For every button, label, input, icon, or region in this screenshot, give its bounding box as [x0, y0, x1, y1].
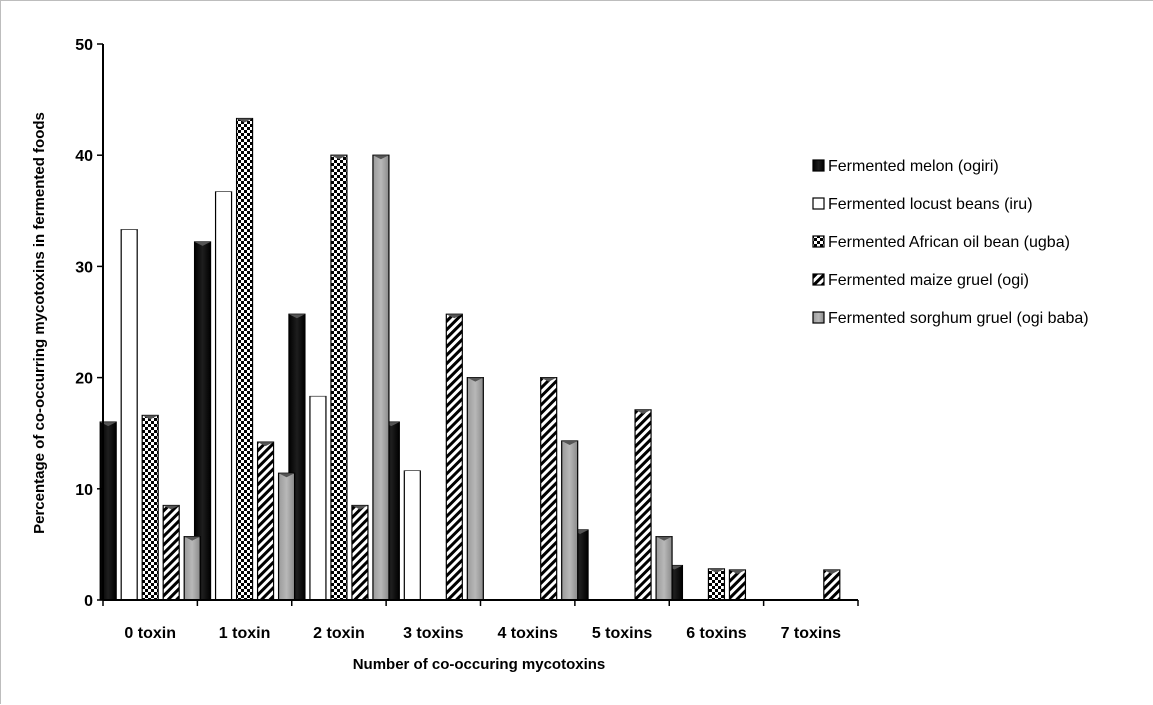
y-tick-label: 20 [75, 371, 93, 388]
bar-gray-3 [466, 377, 484, 601]
bar-checker-0 [141, 414, 159, 601]
bar-cap [194, 241, 211, 246]
bar-cap [100, 422, 117, 427]
bar-checker-2 [330, 154, 348, 601]
bar-white-3 [403, 470, 421, 601]
legend-swatch [812, 311, 825, 324]
x-ticks-group: 0 toxin 1 toxin 2 toxin 3 toxins 4 toxins 5 t… [102, 600, 859, 642]
bar-cap [121, 229, 138, 234]
x-tick-label: 0 toxin [124, 625, 176, 642]
bars-group [99, 117, 841, 601]
bar-cap [540, 377, 557, 382]
bar-diagonal-2 [351, 504, 369, 601]
y-axis-title: Percentage of co-occurring mycotoxins in… [31, 112, 48, 534]
x-tick-label: 5 toxins [592, 625, 653, 642]
bar-cap [635, 409, 652, 414]
bar-cap [236, 118, 253, 123]
bar-cap [184, 536, 201, 541]
legend-swatch [812, 273, 825, 286]
bar-diagonal-3 [445, 313, 463, 601]
bar-cap [288, 314, 305, 319]
bar-gray-5 [655, 536, 673, 601]
bar-gray-0 [183, 536, 201, 601]
bar-cap [351, 505, 368, 510]
bar-diagonal-4 [540, 377, 558, 601]
y-ticks-group: 0 10 20 30 40 50 [75, 37, 103, 610]
legend-swatch [812, 159, 825, 172]
x-tick-label: 3 toxins [403, 625, 464, 642]
x-axis-title: Number of co-occuring mycotoxins [353, 656, 606, 673]
bar-cap [215, 191, 232, 196]
bar-cap [823, 569, 840, 574]
bar-cap [257, 442, 274, 447]
bar-cap [561, 440, 578, 445]
bar-checker-1 [235, 117, 254, 601]
x-tick-label: 4 toxins [497, 625, 558, 642]
bar-cap [446, 314, 463, 319]
bar-diagonal-6 [728, 569, 747, 601]
bar-white-0 [120, 229, 138, 601]
y-tick-label: 30 [75, 259, 93, 276]
bar-diagonal-5 [634, 409, 652, 601]
y-tick-label: 50 [75, 37, 93, 54]
bar-cap [656, 536, 673, 541]
bar-white-1 [214, 191, 233, 601]
legend-swatch [812, 197, 825, 210]
bar-cap [729, 569, 746, 574]
bar-gray-2 [372, 154, 390, 601]
bar-cap [404, 471, 421, 476]
legend-label: Fermented African oil bean (ugba) [828, 234, 1070, 251]
bar-diagonal-1 [256, 441, 275, 601]
legend-label: Fermented locust beans (iru) [828, 196, 1033, 213]
legend-swatch [812, 235, 825, 248]
bar-gray-4 [561, 440, 579, 601]
bar-white-2 [309, 395, 327, 601]
x-tick-label: 1 toxin [219, 625, 271, 642]
x-tick-label: 6 toxins [686, 625, 747, 642]
bar-checker-6 [707, 568, 726, 601]
bar-diagonal-0 [162, 504, 180, 601]
y-tick-label: 10 [75, 482, 93, 499]
x-tick-label: 7 toxins [781, 625, 842, 642]
bar-gray-1 [277, 472, 296, 601]
legend-label: Fermented maize gruel (ogi) [828, 272, 1029, 289]
y-tick-label: 0 [84, 593, 93, 610]
bar-cap [142, 415, 159, 420]
y-tick-label: 40 [75, 148, 93, 165]
bar-diagonal-7 [823, 569, 841, 601]
bar-cap [708, 568, 725, 573]
bar-cap [467, 377, 484, 382]
legend-label: Fermented melon (ogiri) [828, 158, 999, 175]
legend-label: Fermented sorghum gruel (ogi baba) [828, 310, 1089, 327]
bar-cap [372, 155, 389, 160]
bar-cap [163, 505, 180, 510]
bar-cap [309, 396, 326, 401]
bar-cap [330, 155, 347, 160]
bar-cap [278, 473, 295, 478]
legend: Fermented melon (ogiri) Fermented locust … [812, 158, 1089, 327]
x-tick-label: 2 toxin [313, 625, 365, 642]
